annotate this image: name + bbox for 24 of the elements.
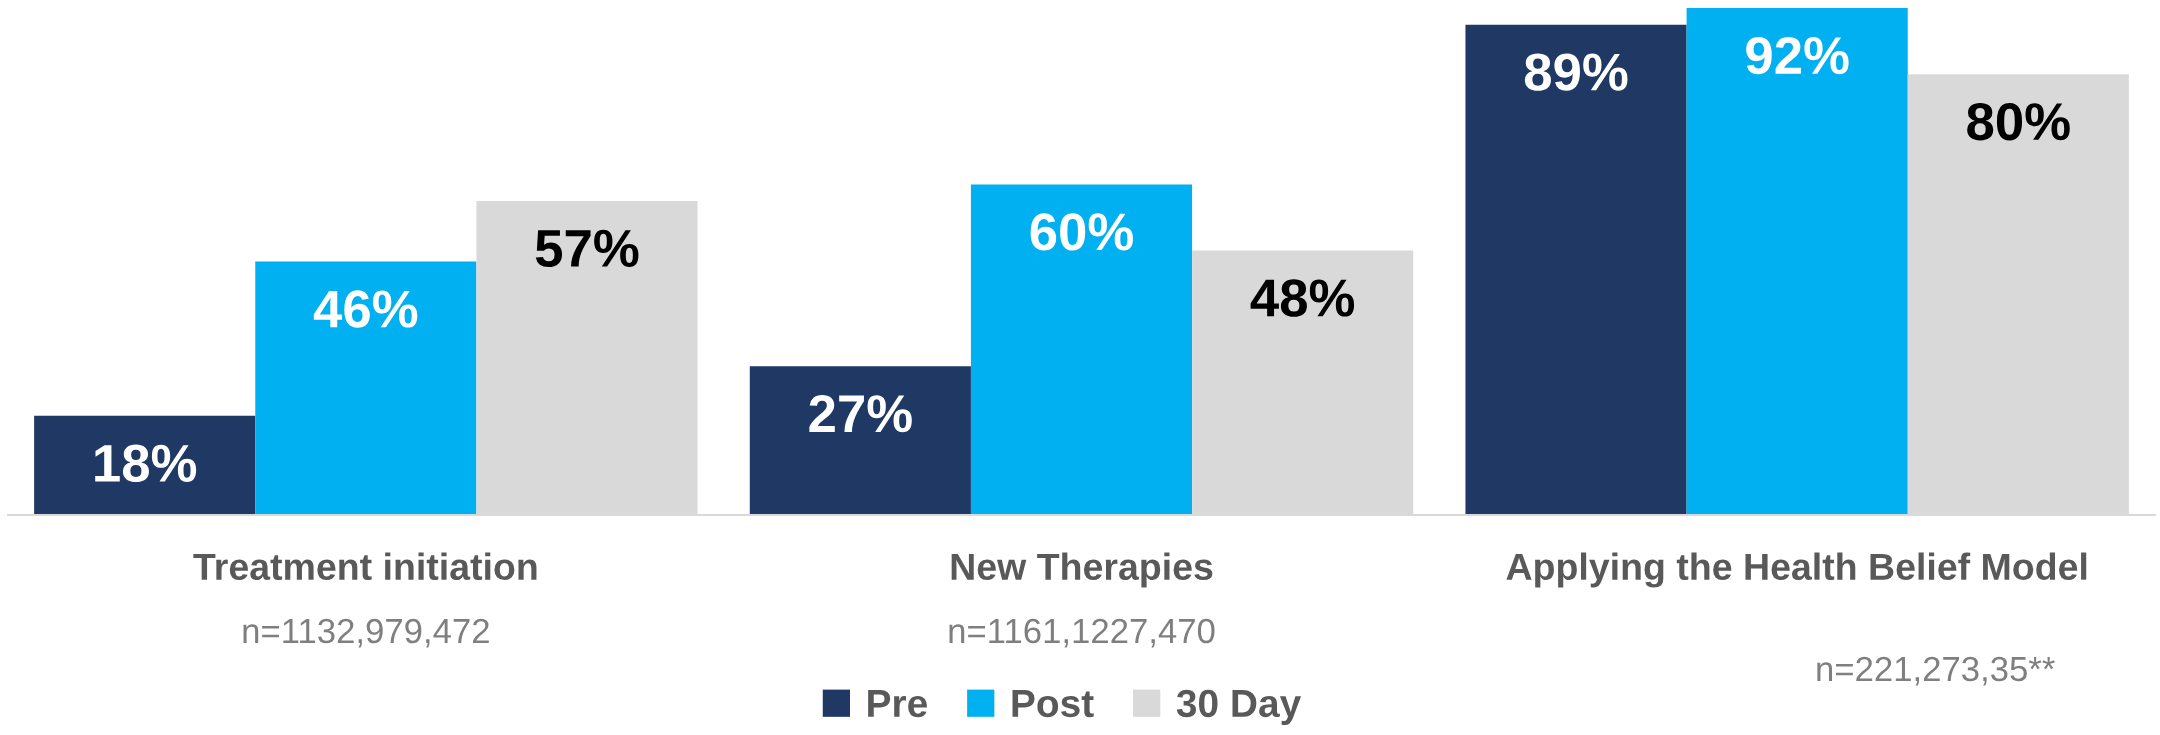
bar — [255, 261, 477, 515]
data-label: 48% — [1250, 279, 1355, 317]
bar — [749, 366, 971, 515]
data-label: 46% — [313, 290, 418, 328]
text: n=1161,1227,470 — [949, 618, 1215, 648]
data-label: 60% — [1030, 213, 1133, 251]
text: n=221,273,35** — [1817, 656, 2055, 686]
bar — [970, 184, 1193, 515]
legend-label: Post — [1012, 690, 1094, 718]
data-label: 27% — [809, 395, 912, 433]
data-label: 92% — [1746, 36, 1849, 75]
x-tick-label: New Therapies — [951, 552, 1213, 588]
text: n=1132,979,472 — [243, 618, 489, 648]
bar — [1686, 8, 1908, 515]
bar — [1465, 24, 1687, 515]
data-label: 80% — [1967, 103, 2070, 141]
x-tick-label: Applying the Health Belief Model — [1506, 552, 2087, 588]
bar — [34, 415, 256, 515]
data-label: 18% — [95, 444, 197, 482]
data-label: 57% — [535, 229, 639, 268]
data-label: 89% — [1524, 53, 1628, 91]
legend-label: 30 Day — [1176, 689, 1302, 725]
x-tick-label: Treatment initiation — [193, 552, 537, 581]
legend-label: Pre — [868, 690, 927, 718]
